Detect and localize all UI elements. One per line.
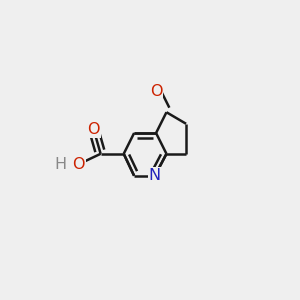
- Text: N: N: [149, 168, 161, 183]
- Text: O: O: [87, 122, 100, 137]
- Text: O: O: [150, 84, 162, 99]
- Text: O: O: [72, 157, 85, 172]
- Text: H: H: [54, 157, 66, 172]
